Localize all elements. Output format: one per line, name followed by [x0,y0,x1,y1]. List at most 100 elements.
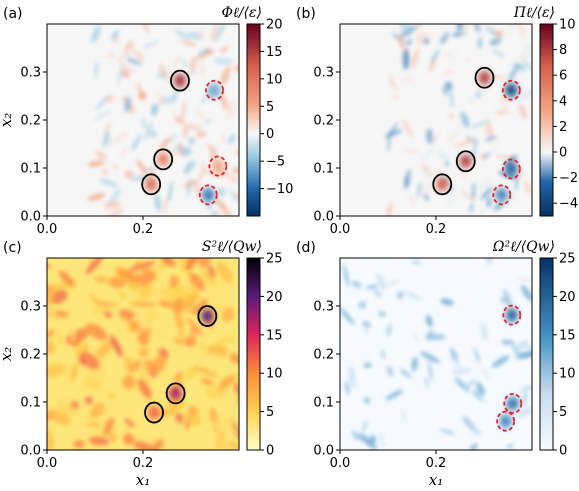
y-tick-label: 0.0 [20,444,41,459]
colorbar-tick-label: 15 [559,328,576,343]
y-tick-label: 0.2 [313,348,334,363]
y-tick-label: 0.3 [20,300,41,315]
colorbar-tick-label: 10 [266,367,283,382]
panel-label: (a) [3,6,23,22]
highlight-circle-dashed [205,79,224,101]
colorbar-title: Ω²ℓ/⟨Qw⟩ [492,239,555,255]
colorbar [539,257,554,451]
feature-spot [459,154,472,169]
highlight-circle-solid [141,173,162,196]
colorbar-tick-label: 0 [559,146,567,161]
heatmap-background [340,258,532,450]
y-axis-label: x₂ [0,347,15,361]
highlight-circle-solid [197,305,218,327]
highlight-circle-dashed [501,158,521,180]
highlight-circle-solid [144,401,164,424]
x-tick-label: 0.2 [426,456,447,471]
y-tick-label: 0.1 [20,396,41,411]
x-axis-label: x₁ [429,471,443,489]
feature-spot [148,405,161,420]
x-axis-label: x₁ [136,471,150,489]
highlight-circle-dashed [492,184,512,206]
y-tick-label: 0.1 [20,162,41,177]
colorbar-tick-label: 6 [559,69,567,84]
feature-spot [145,177,158,192]
colorbar-tick-label: 20 [266,18,283,33]
heatmap-field [340,258,532,450]
y-tick-label: 0.3 [313,300,334,315]
colorbar-tick-label: 15 [266,45,283,60]
highlight-circle-solid [165,382,186,405]
colorbar-tick-label: −10 [266,182,293,197]
x-tick-label: 0.0 [37,456,58,471]
x-tick-label: 0.2 [133,456,154,471]
feature-spot [499,414,512,429]
colorbar [246,257,261,451]
panel-b: 0.3 0.2 0.1 0.00.0 0.2 (b) 10 8 6 4 2 0 −2 −4 Πℓ/⟨ε⟩ [296,5,578,237]
x-tick-label: 0.2 [426,222,447,237]
panel-label: (c) [3,240,22,256]
y-tick-label: 0.1 [313,162,334,177]
colorbar-tick-label: 0 [266,127,274,142]
colorbar-tick-label: 10 [559,18,576,33]
colorbar-tick-label: 25 [266,252,283,267]
highlight-circle-solid [474,66,495,89]
panel-label: (b) [296,6,316,22]
y-tick-label: 0.0 [20,210,41,225]
feature-spot [436,177,449,192]
highlight-circle-dashed [496,410,516,432]
colorbar-tick-label: 10 [266,72,283,87]
feature-spot [505,161,518,176]
y-tick-label: 0.2 [313,114,334,129]
colorbar-tick-label: 15 [266,328,283,343]
colorbar-tick-label: −2 [559,171,578,186]
y-tick-label: 0.0 [313,444,334,459]
colorbar-tick-label: 5 [559,405,567,420]
heatmap-field [47,24,239,216]
feature-spot [495,187,508,202]
heatmap-field [47,258,239,450]
highlight-circle-dashed [208,155,228,177]
highlight-circle-dashed [502,304,522,326]
highlight-circle-dashed [503,393,523,414]
y-tick-label: 0.3 [313,66,334,81]
colorbar-tick-label: 25 [559,252,576,267]
highlight-circle-solid [153,148,174,171]
colorbar-title: Πℓ/⟨ε⟩ [513,5,555,21]
y-tick-label: 0.2 [20,348,41,363]
x-tick-label: 0.0 [37,222,58,237]
feature-spot [157,152,170,167]
colorbar-title: Φℓ/⟨ε⟩ [222,5,262,21]
y-tick-label: 0.0 [313,210,334,225]
feature-spot [202,187,215,202]
x-tick-label: 0.0 [330,456,351,471]
colorbar-tick-label: −4 [559,197,578,212]
colorbar-tick-label: 10 [559,367,576,382]
feature-spot [208,83,221,98]
panel-d: 0.30.20.10.00.0 0.2x₁(d)2520151050Ω²ℓ/⟨Qw… [296,239,576,489]
feature-spot [506,396,519,411]
panel-a: 0.3 0.2 0.1 0.00.0 0.2 x₂ (a) 20 15 10 5 0 −5 −10 Φℓ/⟨… [0,5,293,237]
colorbar-tick-label: 0 [559,444,567,459]
colorbar-tick-label: 5 [266,405,274,420]
x-tick-label: 0.2 [133,222,154,237]
colorbar-tick-label: 4 [559,94,567,109]
y-tick-label: 0.2 [20,114,41,129]
panel-c: 0.3 0.2 0.1 0.00.0 0.2 x₂ x₁ (c) 25 20 15 10 5 0 S²ℓ/⟨… [0,239,283,489]
heatmap-field [340,24,532,216]
colorbar-tick-label: 2 [559,120,567,135]
x-tick-label: 0.0 [330,222,351,237]
colorbar-tick-label: 20 [559,290,576,305]
y-axis-label: x₂ [0,113,15,127]
colorbar-tick-label: 0 [266,444,274,459]
highlight-circle-dashed [198,184,218,206]
colorbar-title: S²ℓ/⟨Qw⟩ [202,239,262,255]
feature-spot [211,159,224,174]
highlight-circle-solid [432,173,453,196]
highlight-circle-solid [455,150,476,173]
highlight-circle-solid [170,69,190,92]
feature-spot [505,83,518,98]
y-tick-label: 0.1 [313,396,334,411]
colorbar [246,23,261,217]
